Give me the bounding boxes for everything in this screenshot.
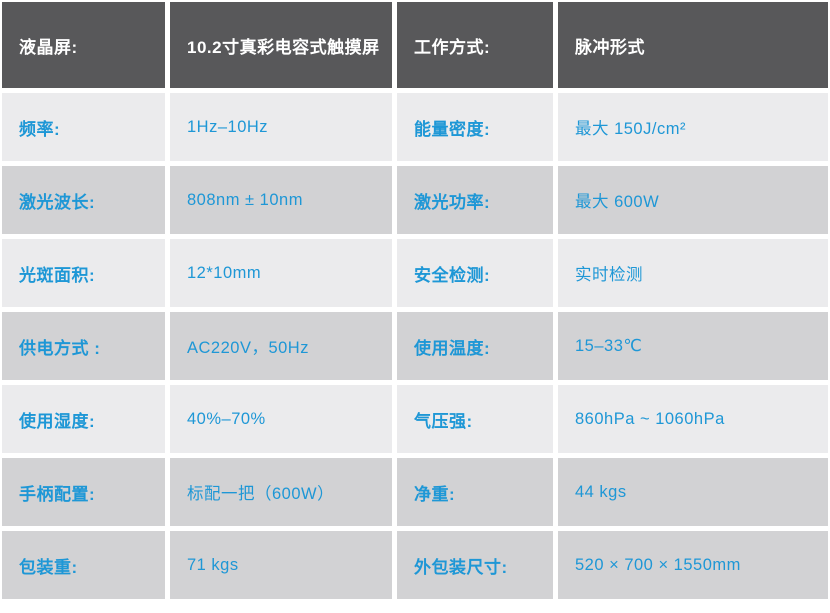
value-packed-weight: 71 kgs bbox=[170, 531, 392, 599]
label-spot-size: 光斑面积: bbox=[2, 239, 165, 307]
value-humidity: 40%–70% bbox=[170, 385, 392, 453]
value-net-weight: 44 kgs bbox=[558, 458, 828, 526]
label-package-size: 外包装尺寸: bbox=[397, 531, 553, 599]
value-safety-detection: 实时检测 bbox=[558, 239, 828, 307]
label-net-weight: 净重: bbox=[397, 458, 553, 526]
value-air-pressure: 860hPa ~ 1060hPa bbox=[558, 385, 828, 453]
value-handle-config: 标配一把（600W） bbox=[170, 458, 392, 526]
value-laser-power: 最大 600W bbox=[558, 166, 828, 234]
value-operating-temp: 15–33℃ bbox=[558, 312, 828, 380]
label-air-pressure: 气压强: bbox=[397, 385, 553, 453]
value-power-supply: AC220V，50Hz bbox=[170, 312, 392, 380]
value-energy-density: 最大 150J/cm² bbox=[558, 93, 828, 161]
label-laser-power: 激光功率: bbox=[397, 166, 553, 234]
value-package-size: 520 × 700 × 1550mm bbox=[558, 531, 828, 599]
label-humidity: 使用湿度: bbox=[2, 385, 165, 453]
header-value-work-mode: 脉冲形式 bbox=[558, 2, 828, 88]
label-safety-detection: 安全检测: bbox=[397, 239, 553, 307]
label-frequency: 频率: bbox=[2, 93, 165, 161]
label-energy-density: 能量密度: bbox=[397, 93, 553, 161]
value-frequency: 1Hz–10Hz bbox=[170, 93, 392, 161]
label-laser-wavelength: 激光波长: bbox=[2, 166, 165, 234]
label-packed-weight: 包装重: bbox=[2, 531, 165, 599]
value-spot-size: 12*10mm bbox=[170, 239, 392, 307]
spec-table: 液晶屏: 10.2寸真彩电容式触摸屏 工作方式: 脉冲形式 频率: 1Hz–10… bbox=[0, 0, 828, 599]
label-power-supply: 供电方式 : bbox=[2, 312, 165, 380]
label-operating-temp: 使用温度: bbox=[397, 312, 553, 380]
header-label-work-mode: 工作方式: bbox=[397, 2, 553, 88]
label-handle-config: 手柄配置: bbox=[2, 458, 165, 526]
header-value-lcd-screen: 10.2寸真彩电容式触摸屏 bbox=[170, 2, 392, 88]
value-laser-wavelength: 808nm ± 10nm bbox=[170, 166, 392, 234]
header-label-lcd-screen: 液晶屏: bbox=[2, 2, 165, 88]
